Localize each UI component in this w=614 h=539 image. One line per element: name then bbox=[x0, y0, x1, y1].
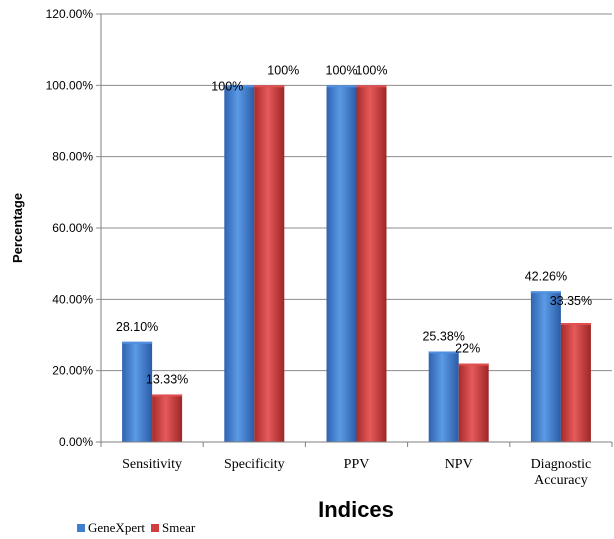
bar-smear-4 bbox=[458, 363, 489, 442]
x-tick-label: Accuracy bbox=[534, 473, 588, 488]
legend-label-smear: Smear bbox=[162, 520, 196, 535]
bar-top-highlight bbox=[224, 85, 255, 88]
data-label-genexpert-1: 28.10% bbox=[116, 320, 158, 334]
bar-smear-2 bbox=[254, 85, 285, 442]
bar-genexpert-5 bbox=[530, 291, 561, 442]
data-label-genexpert-2: 100% bbox=[211, 79, 243, 93]
bar-smear-5 bbox=[560, 323, 591, 442]
y-tick-label: 0.00% bbox=[59, 435, 93, 449]
bar-top-highlight bbox=[152, 394, 183, 397]
bar-top-highlight bbox=[560, 323, 591, 326]
x-tick-label: Sensitivity bbox=[122, 457, 182, 472]
legend: GeneXpert Smear bbox=[77, 520, 195, 536]
bar-top-highlight bbox=[530, 291, 561, 294]
legend-item-genexpert: GeneXpert bbox=[77, 520, 145, 536]
x-tick-label: Diagnostic bbox=[531, 457, 592, 472]
bar-top-highlight bbox=[356, 85, 387, 88]
data-label-smear-1: 13.33% bbox=[146, 372, 188, 386]
bar-genexpert-4 bbox=[428, 351, 459, 442]
data-label-smear-5: 33.35% bbox=[550, 294, 592, 308]
y-tick-label: 120.00% bbox=[46, 7, 94, 21]
x-tick-label: PPV bbox=[344, 457, 370, 472]
y-tick-label: 60.00% bbox=[52, 221, 93, 235]
bar-genexpert-2 bbox=[224, 85, 255, 442]
data-label-smear-2: 100% bbox=[267, 63, 299, 77]
legend-item-smear: Smear bbox=[151, 520, 195, 536]
data-label-genexpert-4: 25.38% bbox=[422, 329, 464, 343]
bar-top-highlight bbox=[254, 85, 285, 88]
bar-top-highlight bbox=[458, 363, 489, 366]
bar-smear-3 bbox=[356, 85, 387, 442]
bar-chart: 28.10%13.33%100%100% 100%100%25.38%22%42.… bbox=[10, 7, 613, 520]
bar-top-highlight bbox=[428, 351, 459, 354]
legend-swatch-smear bbox=[151, 524, 160, 532]
x-tick-label: NPV bbox=[445, 457, 473, 472]
y-axis-title: Percentage bbox=[10, 193, 25, 263]
bar-smear-1 bbox=[152, 394, 183, 442]
bars-group bbox=[122, 85, 591, 442]
bar-genexpert-1 bbox=[122, 341, 153, 442]
y-tick-label: 40.00% bbox=[52, 292, 93, 306]
data-label-smear-3: 100% bbox=[356, 63, 388, 77]
x-tick-label: Specificity bbox=[224, 457, 285, 472]
legend-label-genexpert: GeneXpert bbox=[88, 520, 146, 535]
y-tick-label: 80.00% bbox=[52, 150, 93, 164]
data-label-genexpert-5: 42.26% bbox=[525, 269, 567, 283]
x-axis-title: Indices bbox=[318, 497, 394, 520]
y-tick-label: 100.00% bbox=[46, 78, 94, 92]
bar-top-highlight bbox=[122, 341, 153, 344]
axes-group: 0.00% 20.00% 40.00% 60.00% 80.00% 100.00% 120.… bbox=[46, 7, 613, 488]
data-label-smear-4: 22% bbox=[455, 342, 480, 356]
data-label-genexpert-3: 100% bbox=[326, 63, 358, 77]
y-tick-label: 20.00% bbox=[52, 364, 93, 378]
bar-top-highlight bbox=[326, 85, 357, 88]
data-labels-group: 28.10%13.33%100%100% 100%100%25.38%22%42.… bbox=[116, 63, 592, 386]
bar-genexpert-3 bbox=[326, 85, 357, 442]
legend-swatch-genexpert bbox=[77, 524, 85, 532]
